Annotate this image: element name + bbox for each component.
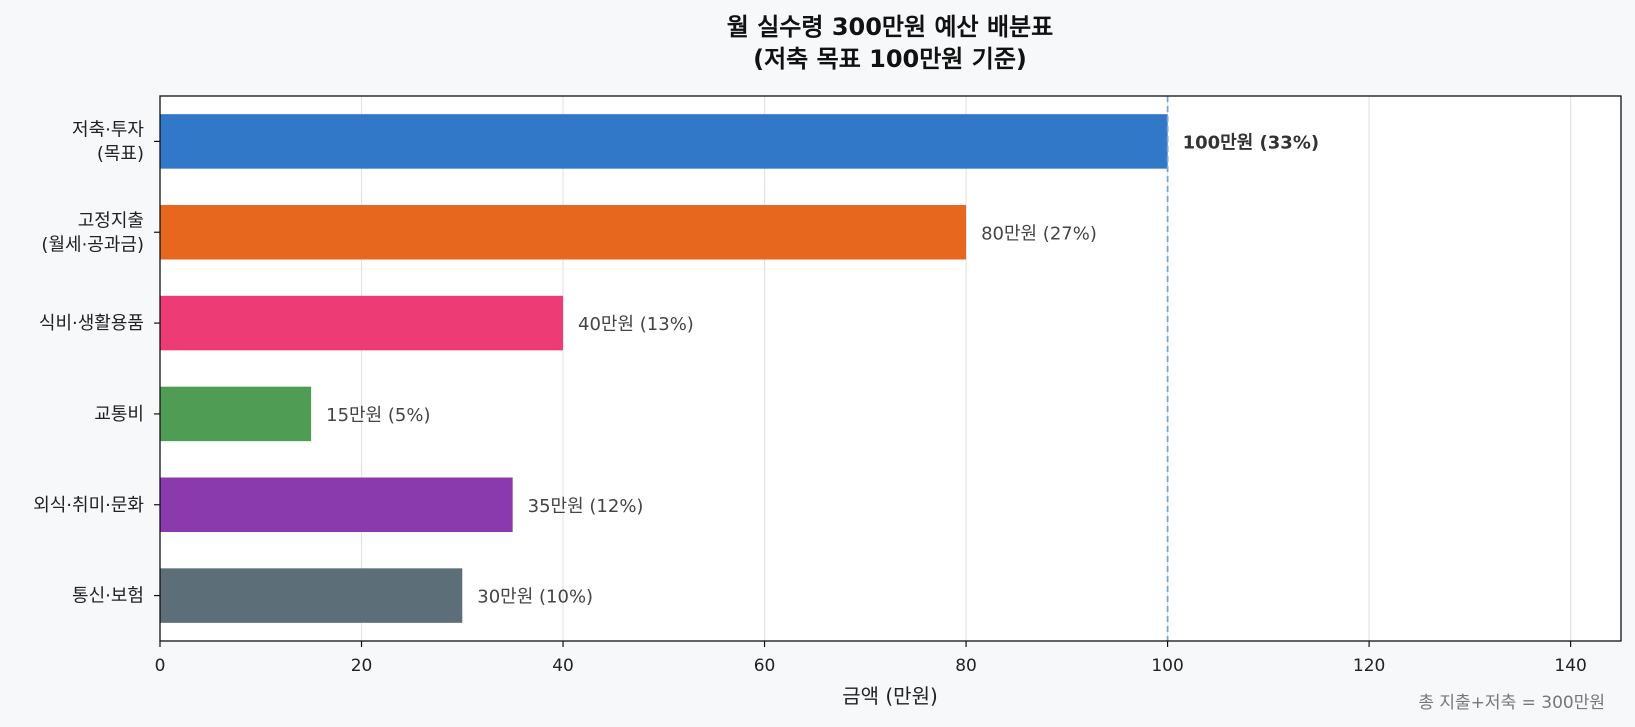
category-label-1-0: 고정지출 [78,210,144,231]
bars [160,114,1168,623]
bar-4 [160,477,513,532]
x-tick-label-5: 100 [1151,656,1183,676]
bar-3 [160,386,312,442]
chart-title-line-2: (저축 목표 100만원 기준) [753,45,1027,73]
x-tick-label-6: 120 [1353,656,1385,676]
category-label-0-0: 저축·투자 [72,119,144,140]
bar-0 [160,114,1168,169]
footnote: 총 지출+저축 = 300만원 [1418,693,1605,713]
x-axis-title: 금액 (만원) [842,684,938,708]
x-axis-ticks: 0 20 40 60 80 100 120 140 [155,641,1587,676]
category-label-3-0: 교통비 [94,404,144,425]
bar-value-label-0: 100만원 (33%) [1183,132,1320,153]
x-tick-label-3: 60 [754,656,776,676]
bar-value-label-4: 35만원 (12%) [528,496,644,517]
plot-frame [159,95,1622,642]
bar-value-labels: 100만원 (33%) 80만원 (27%) 40만원 (13%) 15만원 (5%)… [326,132,1319,607]
bar-5 [160,568,463,623]
x-tick-label-7: 140 [1554,656,1586,676]
x-tick-label-2: 40 [552,656,574,676]
category-label-5-0: 통신·보험 [72,586,144,607]
bar-2 [160,295,564,351]
category-label-2-0: 식비·생활용품 [39,313,144,334]
x-tick-label-0: 0 [155,656,166,676]
bar-value-label-1: 80만원 (27%) [981,223,1097,244]
bar-1 [160,205,967,260]
bar-value-label-3: 15만원 (5%) [326,405,430,426]
x-tick-label-4: 80 [955,656,977,676]
bar-value-label-2: 40만원 (13%) [578,314,694,335]
bar-value-label-5: 30만원 (10%) [477,587,593,608]
plot-area [160,96,1621,641]
category-label-4-0: 외식·취미·문화 [33,495,144,516]
chart-title-line-1: 월 실수령 300만원 예산 배분표 [727,13,1053,41]
category-label-1-1: (월세·공과금) [41,234,144,255]
category-labels: 저축·투자 (목표) 고정지출 (월세·공과금) 식비·생활용품교통비외식·취미·문화통… [33,119,160,607]
category-label-0-1: (목표) [97,143,144,164]
x-tick-label-1: 20 [351,656,373,676]
